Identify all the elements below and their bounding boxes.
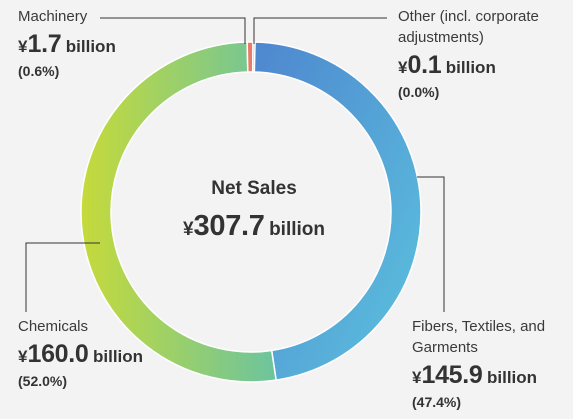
unit-label: billion (486, 367, 538, 387)
other-name-line1: Other (incl. corporate (398, 8, 539, 25)
label-machinery: Machinery ¥1.7 billion (0.6%) (18, 8, 116, 81)
fibers-name-line1: Fibers, Textiles, and (412, 318, 546, 335)
leader-other (253, 17, 387, 44)
chemicals-value: ¥160.0 billion (18, 339, 143, 370)
chart-center: Net Sales ¥307.7 billion (169, 178, 339, 243)
machinery-value: ¥1.7 billion (18, 29, 116, 60)
currency-symbol: ¥ (398, 57, 408, 77)
fibers-percent: (47.4%) (412, 393, 462, 410)
currency-symbol: ¥ (18, 36, 28, 56)
unit-label: billion (92, 346, 144, 366)
machinery-percent: (0.6%) (18, 63, 60, 79)
fibers-name-line2: Garments (412, 338, 478, 356)
label-chemicals: Chemicals ¥160.0 billion (52.0%) (18, 318, 143, 391)
unit-label: billion (445, 57, 496, 77)
machinery-name: Machinery (18, 8, 88, 25)
total-value-number: 307.7 (193, 210, 265, 242)
machinery-value-number: 1.7 (27, 29, 62, 58)
total-currency-symbol: ¥ (182, 219, 194, 240)
total-value: ¥307.7 billion (169, 210, 339, 243)
leader-chemicals (25, 242, 100, 312)
chemicals-percent: (52.0%) (18, 373, 68, 389)
leader-fibers (417, 176, 445, 312)
chemicals-name: Chemicals (18, 318, 89, 335)
currency-symbol: ¥ (412, 367, 422, 387)
fibers-value-number: 145.9 (421, 360, 483, 389)
chemicals-value-number: 160.0 (27, 339, 89, 368)
slice-chemicals (80, 41, 277, 383)
fibers-value: ¥145.9 billion (412, 360, 545, 391)
other-percent: (0.0%) (398, 83, 440, 100)
chart-title: Net Sales (211, 178, 297, 199)
label-other: Other (incl. corporate adjustments) ¥0.1… (398, 8, 539, 101)
currency-symbol: ¥ (18, 346, 28, 366)
slice-other (251, 41, 256, 73)
leader-machinery (100, 17, 246, 44)
label-fibers: Fibers, Textiles, and Garments ¥145.9 bi… (412, 318, 545, 411)
other-value: ¥0.1 billion (398, 50, 539, 81)
other-value-number: 0.1 (407, 50, 442, 79)
unit-label: billion (65, 36, 116, 56)
other-name-line2: adjustments) (398, 28, 484, 46)
total-unit: billion (269, 219, 326, 240)
